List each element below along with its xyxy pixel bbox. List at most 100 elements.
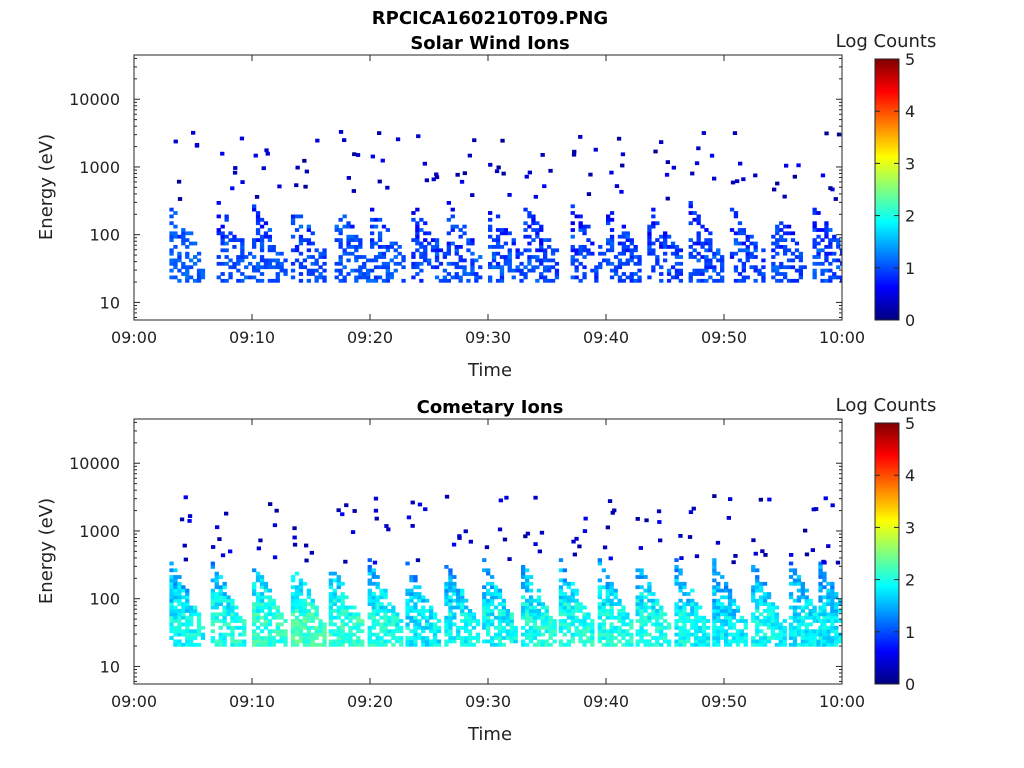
heatmap-cell	[544, 605, 549, 610]
heatmap-cell	[218, 598, 223, 603]
heatmap-cell	[800, 581, 805, 586]
heatmap-cell	[678, 612, 683, 617]
heatmap-cell	[292, 535, 297, 540]
heatmap-cell	[423, 258, 428, 263]
heatmap-cell	[462, 272, 467, 276]
heatmap-cell	[310, 241, 315, 246]
heatmap-cell	[193, 255, 198, 259]
heatmap-cell	[798, 272, 803, 276]
heatmap-cell	[430, 238, 436, 242]
heatmap-cell	[788, 581, 794, 586]
heatmap-cell	[816, 241, 821, 246]
heatmap-cell	[617, 632, 622, 637]
heatmap-cell	[482, 595, 487, 600]
heatmap-cell	[824, 255, 829, 259]
heatmap-cell	[686, 629, 691, 634]
heatmap-cell	[193, 642, 198, 647]
heatmap-cell	[290, 592, 296, 596]
heatmap-cell	[617, 258, 623, 263]
heatmap-cell	[393, 268, 398, 273]
heatmap-cell	[475, 622, 481, 627]
colorbar	[874, 422, 900, 685]
heatmap-cell	[454, 251, 459, 256]
heatmap-cell	[655, 238, 660, 242]
heatmap-cell	[523, 234, 528, 239]
heatmap-cell	[826, 625, 831, 630]
heatmap-cell	[550, 251, 556, 256]
heatmap-cell	[177, 622, 182, 627]
heatmap-cell	[173, 632, 178, 637]
heatmap-cell	[731, 622, 737, 627]
heatmap-cell	[578, 605, 583, 610]
heatmap-cell	[727, 639, 733, 644]
heatmap-cell	[367, 612, 372, 617]
heatmap-cell	[678, 636, 683, 640]
heatmap-cell	[215, 525, 220, 530]
heatmap-cell	[647, 251, 652, 256]
heatmap-cell	[338, 268, 343, 273]
heatmap-cell	[187, 519, 192, 523]
heatmap-cell	[570, 598, 575, 603]
heatmap-cell	[527, 224, 532, 229]
heatmap-cell	[342, 275, 347, 280]
heatmap-cell	[830, 598, 835, 603]
heatmap-cell	[521, 571, 526, 576]
heatmap-cell	[701, 615, 707, 620]
heatmap-cells	[169, 494, 842, 647]
heatmap-cell	[350, 268, 355, 273]
heatmap-cell	[651, 214, 656, 219]
heatmap-cell	[712, 494, 717, 498]
heatmap-cell	[271, 629, 276, 634]
heatmap-cell	[609, 612, 614, 617]
heatmap-cell	[448, 571, 453, 576]
heatmap-cell	[544, 622, 549, 627]
heatmap-cell	[834, 609, 839, 613]
heatmap-cell	[832, 251, 837, 256]
heatmap-cell	[236, 268, 241, 273]
heatmap-cell	[413, 625, 418, 630]
heatmap-cell	[377, 179, 382, 184]
heatmap-cell	[548, 642, 553, 647]
heatmap-cell	[550, 258, 556, 263]
heatmap-cell	[733, 238, 739, 242]
heatmap-cell	[169, 214, 174, 219]
heatmap-cell	[367, 642, 372, 647]
heatmap-cell	[358, 265, 363, 270]
heatmap-cell	[574, 588, 579, 593]
heatmap-cell	[444, 619, 449, 623]
heatmap-cell	[340, 581, 345, 586]
heatmap-cell	[474, 272, 479, 276]
heatmap-cell	[463, 529, 468, 534]
heatmap-cell	[478, 255, 483, 259]
heatmap-cell	[539, 530, 545, 535]
heatmap-cell	[434, 251, 440, 256]
heatmap-cell	[771, 248, 776, 253]
heatmap-cell	[399, 625, 404, 630]
heatmap-cell	[387, 609, 392, 613]
heatmap-cell	[298, 612, 304, 617]
heatmap-cell	[826, 632, 831, 637]
heatmap-cell	[460, 602, 465, 606]
heatmap-cell	[452, 636, 457, 640]
heatmap-cell	[454, 245, 459, 249]
heatmap-cell	[708, 231, 713, 236]
heatmap-cell	[716, 251, 721, 256]
heatmap-cell	[468, 539, 473, 544]
heatmap-cell	[562, 642, 567, 647]
heatmap-cell	[173, 275, 178, 280]
heatmap-cell	[605, 615, 610, 620]
heatmap-cell	[259, 598, 265, 603]
heatmap-cell	[810, 548, 815, 552]
heatmap-cell	[259, 595, 265, 600]
x-axis-label: Time	[467, 360, 512, 381]
heatmap-cell	[528, 612, 534, 617]
heatmap-cell	[788, 629, 794, 634]
heatmap-cell	[509, 615, 514, 620]
heatmap-cell	[446, 217, 451, 222]
heatmap-cell	[818, 595, 823, 600]
heatmap-cell	[729, 255, 735, 259]
heatmap-cell	[189, 231, 194, 236]
heatmap-cell	[486, 619, 491, 623]
heatmap-cell	[643, 632, 648, 637]
